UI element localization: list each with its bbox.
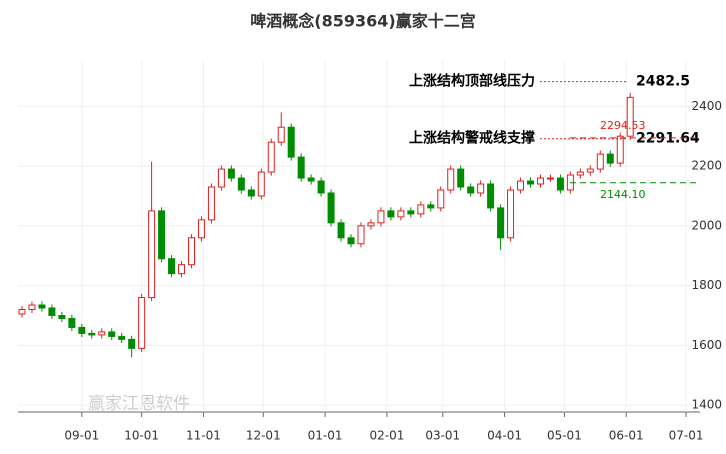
candle-body: [38, 304, 46, 309]
candle-body: [616, 135, 624, 164]
x-tick-label: 07-01: [669, 429, 704, 443]
candle-body: [427, 204, 435, 209]
candle-body: [148, 210, 156, 299]
y-tick-label: 1600: [691, 338, 722, 352]
candle-body: [606, 153, 614, 164]
candle-body: [187, 237, 195, 266]
candle-body: [178, 264, 186, 275]
candle-body: [536, 177, 544, 185]
candle-body: [407, 210, 415, 215]
candle-body: [168, 258, 176, 275]
y-tick-label: 2000: [691, 218, 722, 232]
x-tick-label: 10-01: [124, 429, 159, 443]
candle-body: [517, 180, 525, 191]
candle-body: [58, 314, 66, 319]
candle-body: [217, 168, 225, 188]
candle-body: [158, 210, 166, 260]
chart-title: 啤酒概念(859364)赢家十二宫: [250, 12, 475, 31]
x-tick-label: 02-01: [369, 429, 404, 443]
candle-body: [28, 304, 36, 311]
candle-body: [526, 180, 534, 185]
candle-body: [227, 168, 235, 179]
x-tick-label: 12-01: [246, 429, 281, 443]
candle-body: [337, 222, 345, 239]
y-tick-label: 2200: [691, 159, 722, 173]
candle-body: [68, 317, 76, 328]
candle-body: [128, 338, 136, 349]
candle-body: [467, 186, 475, 194]
candle-body: [377, 210, 385, 224]
candle-body: [347, 237, 355, 245]
candle-body: [257, 171, 265, 197]
candle-body: [197, 219, 205, 239]
candle-body: [267, 141, 275, 173]
candle-body: [287, 126, 295, 158]
x-tick-label: 06-01: [609, 429, 644, 443]
candle-body: [237, 177, 245, 191]
candle-body: [138, 297, 146, 349]
candle-body: [447, 168, 455, 191]
candle-body: [317, 180, 325, 194]
candle-body: [457, 168, 465, 188]
candle-body: [437, 189, 445, 209]
level-label: 2291.64: [636, 131, 700, 147]
candle-body: [556, 177, 564, 191]
candle-body: [507, 189, 515, 239]
y-tick-label: 1400: [691, 398, 722, 412]
x-tick-label: 01-01: [308, 429, 343, 443]
candle-body: [207, 186, 215, 221]
y-tick-label: 1800: [691, 278, 722, 292]
x-tick-label: 04-01: [487, 429, 522, 443]
candle-body: [247, 189, 255, 197]
candle-body: [387, 210, 395, 218]
candle-body: [626, 96, 634, 137]
candle-body: [596, 153, 604, 170]
y-tick-label: 2400: [691, 99, 722, 113]
candle-body: [417, 204, 425, 215]
candle-body: [497, 207, 505, 239]
candle-body: [88, 332, 96, 336]
watermark: 赢家江恩软件: [88, 394, 190, 414]
candle-body: [477, 183, 485, 194]
candle-body: [576, 171, 584, 176]
candle-body: [487, 183, 495, 209]
candle-body: [397, 210, 405, 218]
level-text: 上涨结构警戒线支撑: [409, 130, 535, 147]
candle-body: [327, 192, 335, 224]
candle-body: [78, 326, 86, 334]
candle-body: [367, 222, 375, 227]
candle-body: [48, 307, 56, 316]
level-label: 2482.5: [636, 74, 690, 90]
candle-body: [546, 177, 554, 180]
candle-body: [357, 225, 365, 245]
x-tick-label: 09-01: [64, 429, 99, 443]
candle-body: [586, 168, 594, 173]
marker-label: 2294.53: [600, 119, 646, 132]
candle-body: [108, 331, 116, 337]
candle-body: [307, 177, 315, 182]
x-tick-label: 03-01: [425, 429, 460, 443]
x-tick-label: 05-01: [547, 429, 582, 443]
x-tick-label: 11-01: [186, 429, 221, 443]
marker-label: 2144.10: [600, 188, 646, 201]
level-text: 上涨结构顶部线压力: [409, 73, 535, 90]
candle-body: [118, 335, 126, 340]
candle-body: [277, 126, 285, 143]
candle-body: [98, 331, 106, 336]
candle-body: [18, 309, 26, 315]
candle-body: [297, 156, 305, 179]
